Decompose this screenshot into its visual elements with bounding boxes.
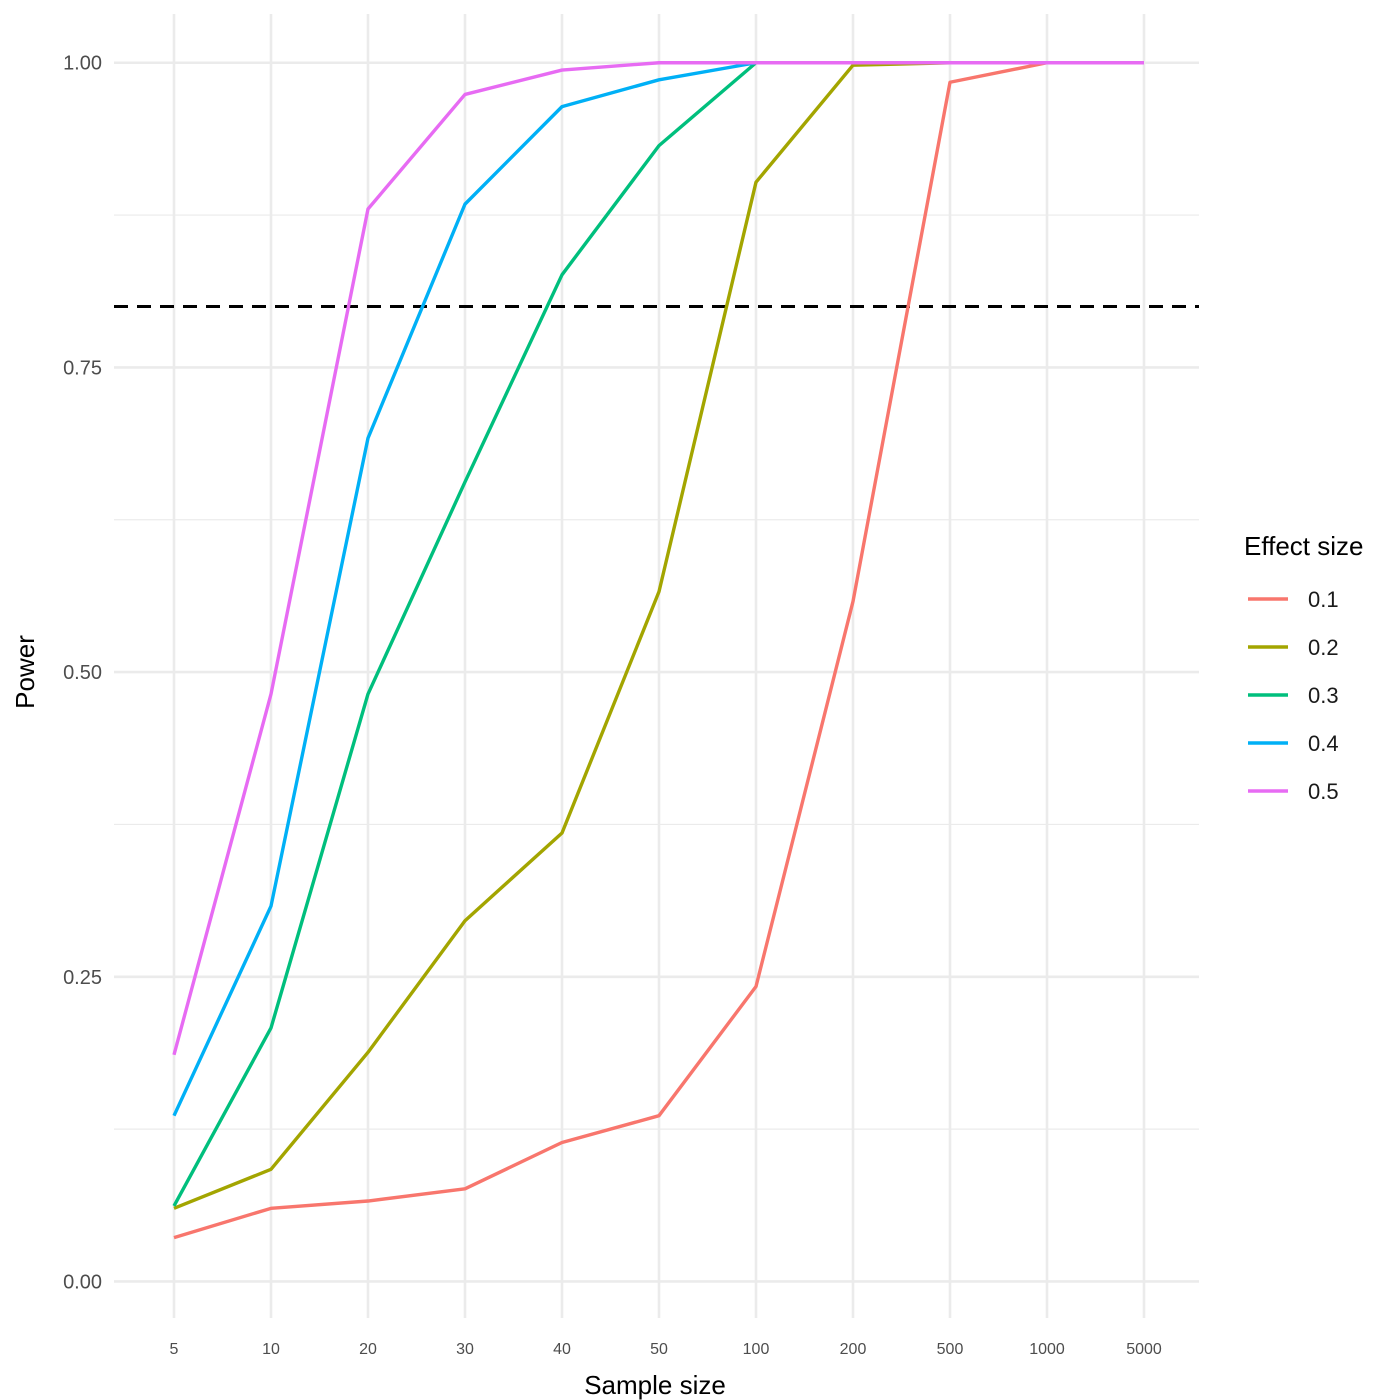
- series-line-0-1: [173, 61, 1144, 1240]
- legend-label-0-3: 0.3: [1308, 683, 1339, 708]
- x-axis-title: Sample size: [584, 1370, 726, 1400]
- x-tick-label: 200: [840, 1341, 867, 1358]
- y-tick-label: 0.00: [63, 1271, 102, 1293]
- x-tick-label: 500: [937, 1341, 964, 1358]
- x-tick-label: 5000: [1126, 1341, 1162, 1358]
- y-tick-label: 1.00: [63, 53, 102, 75]
- legend-items: 0.1 0.2 0.3 0.4 0.5: [1248, 587, 1339, 804]
- y-tick-label: 0.25: [63, 967, 102, 989]
- x-tick-label: 30: [456, 1341, 474, 1358]
- y-axis-title: Power: [10, 635, 40, 709]
- legend-label-0-2: 0.2: [1308, 635, 1339, 660]
- x-tick-label: 20: [359, 1341, 377, 1358]
- legend-label-0-4: 0.4: [1308, 731, 1339, 756]
- x-tick-label: 50: [650, 1341, 668, 1358]
- legend-label-0-5: 0.5: [1308, 779, 1339, 804]
- series-line-0-5: [172, 61, 1144, 1056]
- legend-label-0-1: 0.1: [1308, 587, 1339, 612]
- y-axis-ticks: 0.00 0.25 0.50 0.75 1.00: [63, 53, 102, 1294]
- x-tick-label: 100: [743, 1341, 770, 1358]
- x-tick-label: 5: [170, 1341, 179, 1358]
- legend: Effect size 0.1 0.2 0.3 0.4 0.5: [1244, 531, 1363, 804]
- legend-title: Effect size: [1244, 531, 1363, 561]
- x-tick-label: 10: [262, 1341, 280, 1358]
- y-tick-label: 0.50: [63, 662, 102, 684]
- series-layer: [172, 61, 1144, 1240]
- x-axis-ticks: 5 10 20 30 40 50 100 200 500 1000 5000: [170, 1341, 1162, 1358]
- x-tick-label: 1000: [1029, 1341, 1065, 1358]
- y-tick-label: 0.75: [63, 357, 102, 379]
- grid: [114, 14, 1199, 1318]
- x-tick-label: 40: [553, 1341, 571, 1358]
